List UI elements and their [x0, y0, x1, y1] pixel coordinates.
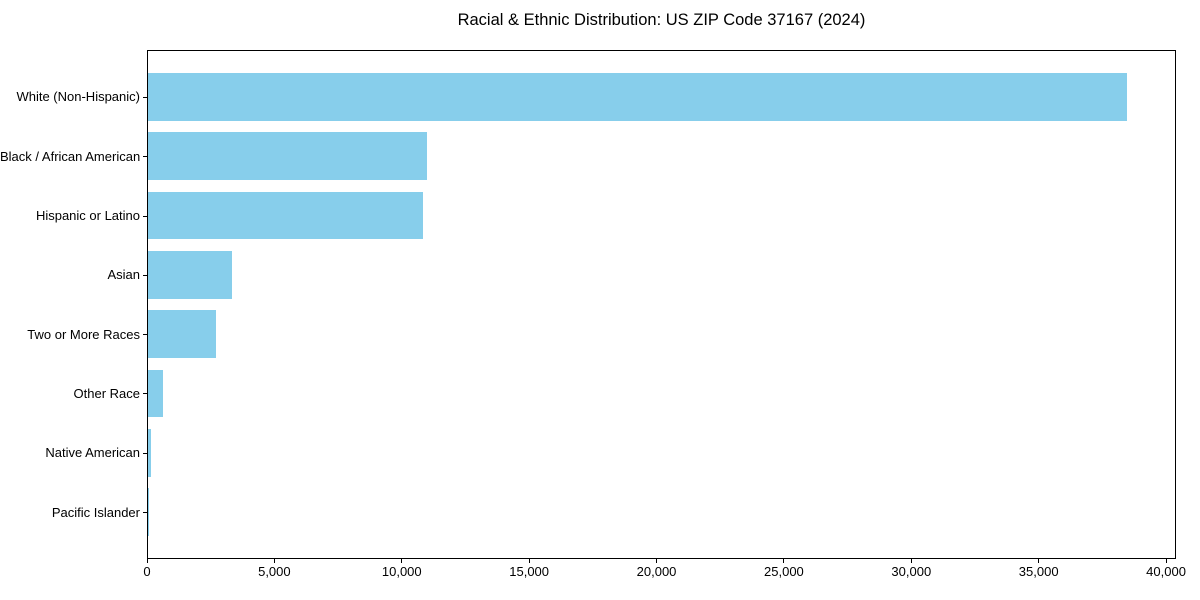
chart-title: Racial & Ethnic Distribution: US ZIP Cod… — [457, 11, 866, 29]
y-tick-label-pacific-islander: Pacific Islander — [51, 504, 140, 520]
x-tick-mark — [910, 559, 912, 563]
y-tick-mark — [143, 393, 147, 395]
bar-black-african-american — [148, 132, 427, 180]
bar-hispanic-or-latino — [148, 191, 424, 240]
y-tick-mark — [143, 274, 147, 276]
bar-other-race — [148, 369, 164, 418]
x-tick-mark — [783, 559, 785, 563]
x-tick-label: 10,000 — [381, 564, 422, 579]
x-tick-label: 40,000 — [1146, 564, 1186, 579]
x-tick-mark — [273, 559, 275, 563]
x-tick-label: 25,000 — [764, 564, 804, 579]
x-tick-label: 35,000 — [1018, 564, 1059, 579]
x-tick-label: 30,000 — [891, 564, 932, 579]
y-tick-mark — [143, 215, 147, 217]
y-tick-label-two-or-more-races: Two or More Races — [27, 326, 140, 342]
bar-native-american — [148, 429, 152, 477]
y-tick-label-white-non-hispanic: White (Non-Hispanic) — [16, 89, 140, 105]
y-tick-mark — [143, 512, 147, 514]
bar-two-or-more-races — [148, 310, 217, 358]
bar-pacific-islander — [148, 488, 150, 536]
x-tick-label: 20,000 — [636, 564, 677, 579]
y-tick-mark — [143, 334, 147, 336]
x-tick-mark — [401, 559, 403, 563]
y-tick-label-other-race: Other Race — [73, 385, 140, 401]
bar-asian — [148, 251, 232, 299]
x-tick-label: 0 — [143, 564, 151, 579]
y-tick-label-asian: Asian — [107, 267, 140, 283]
y-tick-label-black-african-american: Black / African American — [0, 148, 141, 164]
y-tick-label-native-american: Native American — [45, 445, 140, 461]
y-tick-mark — [143, 452, 147, 454]
x-tick-label: 5,000 — [258, 564, 291, 579]
y-tick-mark — [143, 96, 147, 98]
x-tick-mark — [1165, 559, 1167, 563]
y-tick-mark — [143, 156, 147, 158]
x-tick-mark — [1038, 559, 1040, 563]
y-tick-label-hispanic-or-latino: Hispanic or Latino — [35, 208, 140, 223]
x-tick-mark — [146, 559, 148, 563]
x-tick-mark — [656, 559, 658, 563]
bar-white-non-hispanic — [148, 73, 1127, 121]
x-tick-label: 15,000 — [509, 564, 550, 579]
x-tick-mark — [528, 559, 530, 563]
plot-area — [147, 50, 1176, 559]
